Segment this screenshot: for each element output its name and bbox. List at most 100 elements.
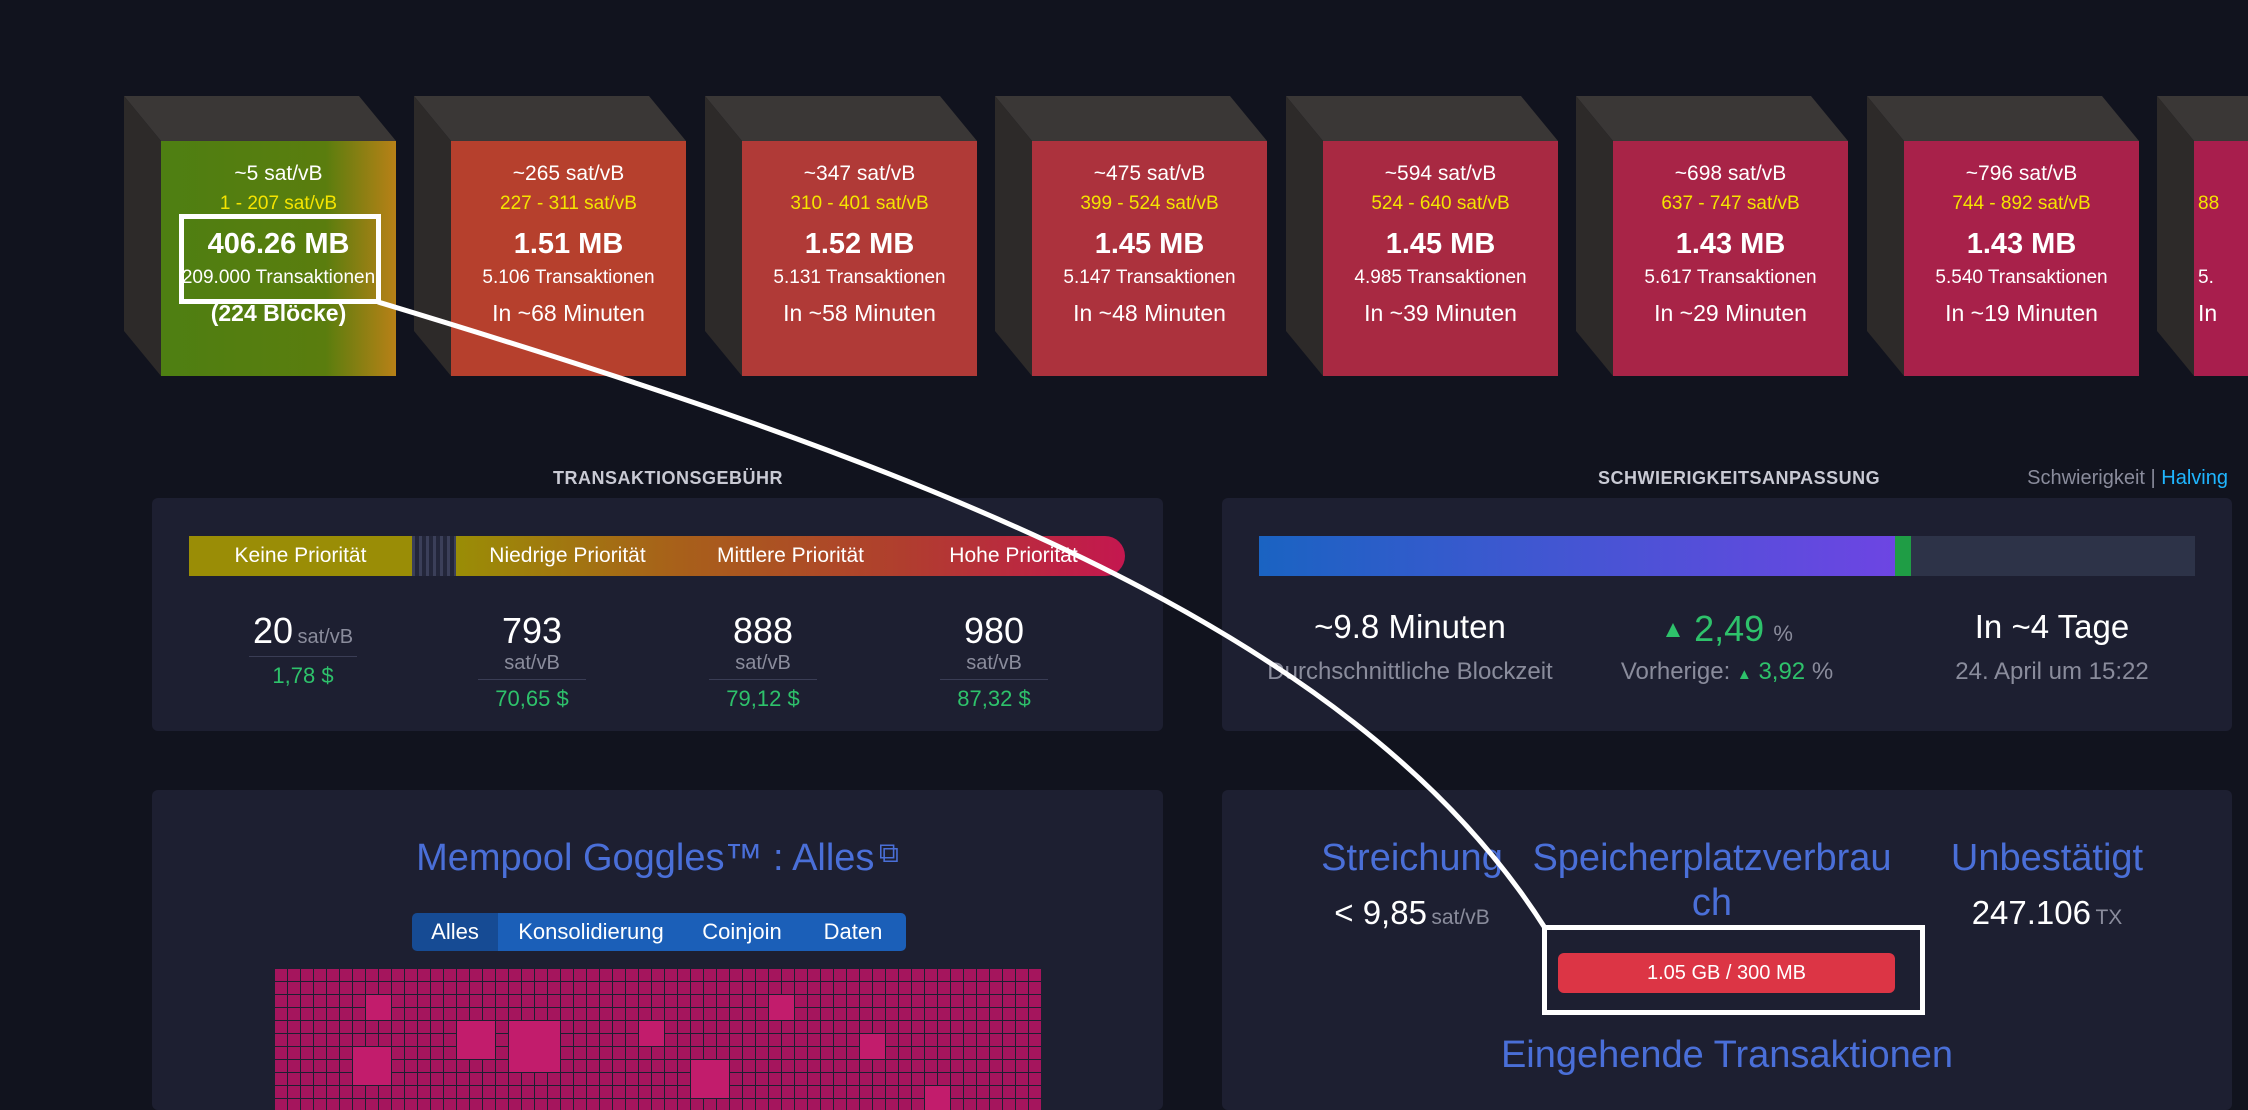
block-size: 1.52 MB [804, 228, 915, 260]
difficulty-halving-switch: Schwierigkeit | Halving [2027, 467, 2228, 490]
block-tx-count: 5.131 Transaktionen [773, 267, 946, 288]
fee-value: 980 [963, 610, 1025, 651]
avg-blocktime: ~9.8 Minuten Durchschnittliche Blockzeit [1262, 608, 1558, 686]
mempool-block-7[interactable]: 88 5. In [2157, 96, 2248, 376]
fee-value: 793 [501, 610, 563, 651]
mempool-block-2[interactable]: ~347 sat/vB 310 - 401 sat/vB 1.52 MB 5.1… [705, 96, 977, 376]
fee-unit: sat/vB [966, 652, 1022, 674]
fee-section-title: TRANSAKTIONSGEBÜHR [553, 468, 784, 488]
fee-value: 20 [252, 610, 293, 651]
halving-link[interactable]: Halving [2161, 467, 2228, 489]
memory-usage-bar: 1.05 GB / 300 MB [1558, 953, 1895, 993]
block-size: 406.26 MB [207, 228, 350, 260]
mempool-block-6[interactable]: ~796 sat/vB 744 - 892 sat/vB 1.43 MB 5.5… [1867, 96, 2139, 376]
block-fee-range: 744 - 892 sat/vB [1952, 193, 2091, 214]
fee-value: 888 [732, 610, 794, 651]
mempool-block-3[interactable]: ~475 sat/vB 399 - 524 sat/vB 1.45 MB 5.1… [995, 96, 1267, 376]
difficulty-progress-fill [1259, 536, 1895, 576]
tab-konsolidierung[interactable]: Konsolidierung [498, 913, 684, 951]
difficulty-eta-value: In ~4 Tage [1974, 608, 2130, 645]
memory-stat: Speicherplatzverbrau ch [1522, 837, 1902, 925]
difficulty-eta: In ~4 Tage 24. April um 15:22 [1912, 608, 2192, 686]
goggles-title[interactable]: Mempool Goggles™ : Alles [416, 837, 875, 879]
purge-unit: sat/vB [1431, 906, 1490, 929]
priority-low: Niedrige Priorität [456, 536, 679, 576]
priority-medium: Mittlere Priorität [679, 536, 902, 576]
purge-label: Streichung [1321, 837, 1503, 879]
difficulty-change-value: 2,49 [1694, 608, 1765, 649]
block-size: 1.45 MB [1094, 228, 1205, 260]
mempool-block-5[interactable]: ~698 sat/vB 637 - 747 sat/vB 1.43 MB 5.6… [1576, 96, 1848, 376]
block-tx-count: 5.147 Transaktionen [1063, 267, 1236, 288]
block-size: 1.45 MB [1385, 228, 1496, 260]
block-tx-count: 209.000 Transaktionen [181, 267, 376, 288]
block-median-fee: ~796 sat/vB [1965, 162, 2078, 185]
block-size: 1.43 MB [1966, 228, 2077, 260]
goggles-tabs: Alles Konsolidierung Coinjoin Daten [412, 913, 906, 951]
tab-daten[interactable]: Daten [800, 913, 906, 951]
block-tx-count: 5.540 Transaktionen [1935, 267, 2108, 288]
previous-unit: % [1811, 658, 1834, 685]
purge-value: < 9,85 [1334, 894, 1427, 931]
external-link-icon[interactable]: ⧉ [878, 837, 899, 868]
avg-blocktime-label: Durchschnittliche Blockzeit [1267, 658, 1553, 685]
block-size: 1.51 MB [513, 228, 624, 260]
block-tx-count: 5.106 Transaktionen [482, 267, 655, 288]
highlight-box-memory-usage [1542, 925, 1925, 1015]
priority-gap [412, 536, 456, 576]
block-fee-range: 637 - 747 sat/vB [1661, 193, 1800, 214]
previous-value: 3,92 [1758, 658, 1806, 685]
block-tx-count: 5.617 Transaktionen [1644, 267, 1817, 288]
fee-low: 793 sat/vB 70,65 $ [472, 610, 592, 712]
previous-label: Vorherige: [1620, 658, 1731, 685]
difficulty-link[interactable]: Schwierigkeit [2027, 467, 2145, 489]
fee-card: Keine Priorität Niedrige Priorität Mittl… [152, 498, 1163, 731]
annotation-arrow-line [377, 299, 1548, 930]
tab-alles[interactable]: Alles [412, 913, 498, 951]
fee-usd: 79,12 $ [726, 686, 800, 711]
difficulty-change-unit: % [1773, 621, 1793, 646]
mempool-stats-card: Streichung < 9,85 sat/vB Speicherplatzve… [1222, 790, 2232, 1110]
block-median-fee: ~5 sat/vB [234, 162, 323, 185]
unconfirmed-value: 247.106 [1971, 894, 2091, 931]
block-fee-range: 227 - 311 sat/vB [500, 193, 637, 214]
purge-stat: Streichung < 9,85 sat/vB [1282, 837, 1542, 932]
block-fee-range: 399 - 524 sat/vB [1080, 193, 1219, 214]
goggles-card: Mempool Goggles™ : Alles ⧉ Alles Konsoli… [152, 790, 1163, 1110]
unconfirmed-label: Unbestätigt [1950, 837, 2144, 879]
mempool-block-4[interactable]: ~594 sat/vB 524 - 640 sat/vB 1.45 MB 4.9… [1286, 96, 1558, 376]
tab-coinjoin[interactable]: Coinjoin [684, 913, 800, 951]
link-separator: | [2150, 467, 2156, 489]
fee-unit: sat/vB [297, 626, 354, 648]
block-eta: In ~68 Minuten [492, 300, 645, 326]
block-median-fee: ~475 sat/vB [1093, 162, 1206, 185]
block-eta: In ~58 Minuten [783, 300, 936, 326]
block-median-fee: ~347 sat/vB [803, 162, 916, 185]
block-fee-range: 310 - 401 sat/vB [790, 193, 929, 214]
priority-high: Hohe Priorität [902, 536, 1125, 576]
difficulty-progress-marker [1895, 536, 1911, 576]
memory-label: Speicherplatzverbrau [1532, 837, 1892, 879]
incoming-transactions-title: Eingehende Transaktionen [1500, 1034, 1954, 1076]
difficulty-change: ▲ 2,49 % Vorherige: ▲ 3,92 % [1587, 608, 1867, 686]
highlight-box-block-size [179, 214, 381, 304]
fee-high: 980 sat/vB 87,32 $ [934, 610, 1054, 712]
mempool-treemap[interactable] [274, 968, 1042, 1110]
fee-usd: 87,32 $ [957, 686, 1031, 711]
mempool-block-0[interactable]: ~5 sat/vB 1 - 207 sat/vB 406.26 MB 209.0… [124, 96, 396, 376]
block-fee-range: 1 - 207 sat/vB [219, 193, 338, 214]
memory-label-wrap: ch [1691, 882, 1733, 924]
arrow-up-icon: ▲ [1736, 666, 1752, 683]
block-eta: In [2198, 300, 2218, 326]
avg-blocktime-value: ~9.8 Minuten [1314, 608, 1506, 645]
priority-bar: Keine Priorität Niedrige Priorität Mittl… [189, 536, 1129, 576]
block-size: 1.43 MB [1675, 228, 1786, 260]
block-median-fee: ~594 sat/vB [1384, 162, 1497, 185]
arrow-up-icon: ▲ [1661, 616, 1685, 643]
difficulty-section-title: SCHWIERIGKEITSANPASSUNG [1598, 468, 1881, 488]
block-median-fee: ~265 sat/vB [512, 162, 625, 185]
priority-none: Keine Priorität [189, 536, 412, 576]
block-tx-count: 4.985 Transaktionen [1354, 267, 1527, 288]
fee-unit: sat/vB [735, 652, 791, 674]
